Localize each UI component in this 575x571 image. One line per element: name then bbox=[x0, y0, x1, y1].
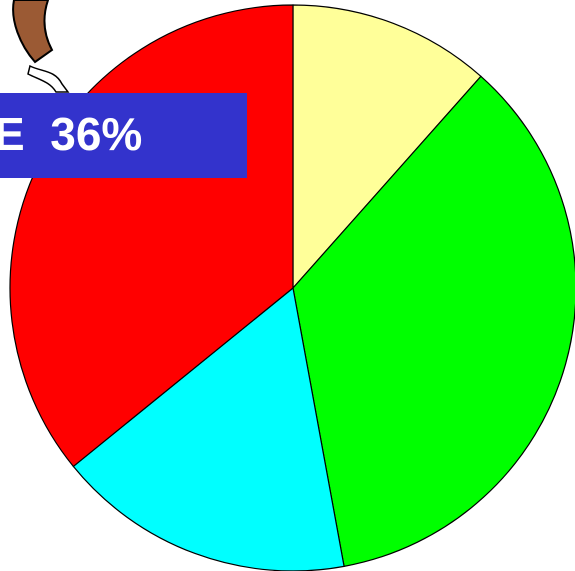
pie-slice bbox=[292, 75, 575, 568]
pie bbox=[9, 4, 575, 571]
pie-slice bbox=[292, 4, 482, 290]
slice-label: E 36% bbox=[0, 108, 142, 160]
cuff bbox=[27, 64, 70, 93]
pointing-arm bbox=[12, 0, 70, 93]
arm bbox=[12, 0, 54, 64]
label-box bbox=[0, 93, 247, 178]
pie-slice bbox=[72, 286, 345, 571]
